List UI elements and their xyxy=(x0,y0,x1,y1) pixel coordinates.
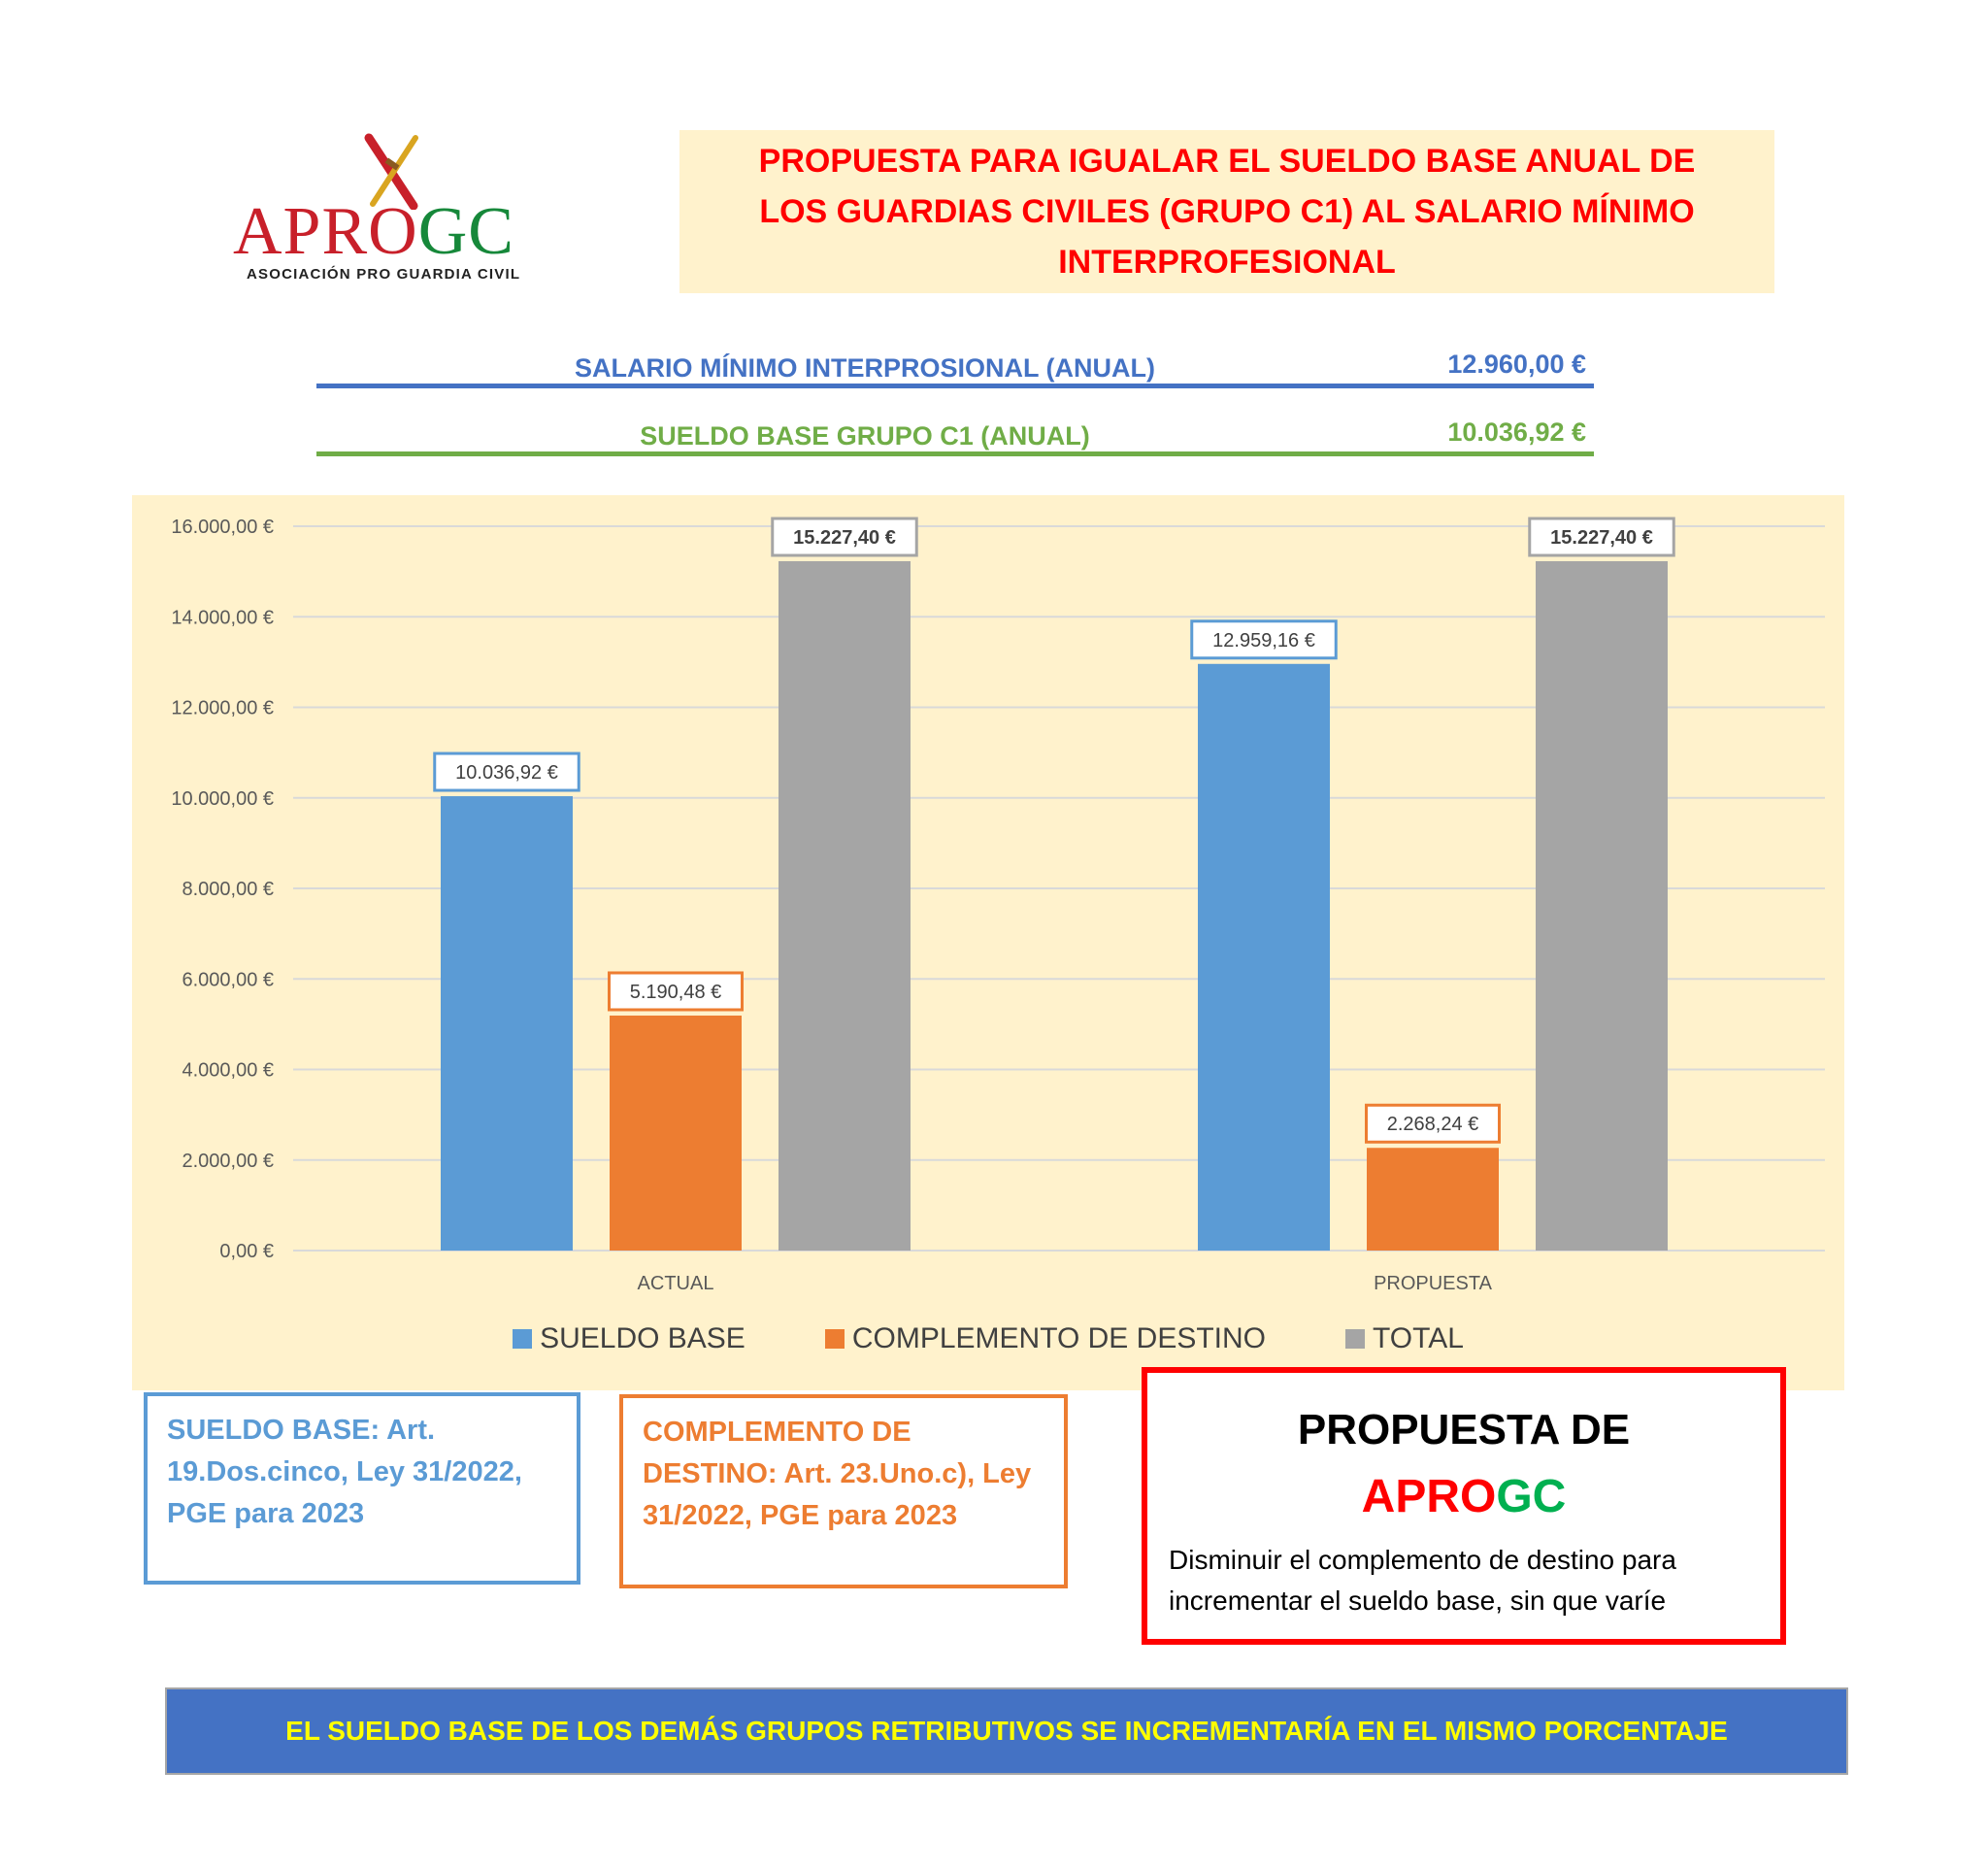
data-label: 15.227,40 € xyxy=(793,527,896,549)
legend-item-complemento: COMPLEMENTO DE DESTINO xyxy=(824,1322,1266,1355)
proposal-title: PROPUESTA DE xyxy=(1297,1406,1631,1453)
x-category-label: ACTUAL xyxy=(638,1273,714,1294)
bar xyxy=(441,796,573,1251)
y-tick-label: 14.000,00 € xyxy=(171,607,274,628)
bar xyxy=(779,561,911,1251)
legend-item-sueldo-base: SUELDO BASE xyxy=(513,1322,746,1355)
aprogc-logo: APROGC ASOCIACIÓN PRO GUARDIA CIVIL xyxy=(233,132,563,287)
data-label-box xyxy=(1528,517,1675,557)
data-label-box xyxy=(433,751,580,792)
page-title: PROPUESTA PARA IGUALAR EL SUELDO BASE AN… xyxy=(758,143,1696,281)
bar-chart: 0,00 € 2.000,00 € 4.000,00 € 6.000,00 € 8.00… xyxy=(132,495,1844,1390)
y-tick-label: 4.000,00 € xyxy=(182,1060,274,1082)
legend-swatch xyxy=(824,1329,845,1349)
y-tick-label: 8.000,00 € xyxy=(182,879,274,900)
sueldo-base-row: SUELDO BASE GRUPO C1 (ANUAL) 10.036,92 € xyxy=(316,417,1594,456)
sueldo-base-label: SUELDO BASE GRUPO C1 (ANUAL) xyxy=(640,421,1090,451)
legend-label: COMPLEMENTO DE DESTINO xyxy=(851,1322,1266,1354)
data-label: 12.959,16 € xyxy=(1212,630,1315,651)
y-tick-label: 6.000,00 € xyxy=(182,969,274,990)
proposal-box: PROPUESTA DE APROGC Disminuir el complem… xyxy=(1142,1367,1786,1645)
banner-text: EL SUELDO BASE DE LOS DEMÁS GRUPOS RETRI… xyxy=(285,1716,1728,1746)
sueldo-base-underline xyxy=(316,451,1594,456)
y-tick-label: 12.000,00 € xyxy=(171,698,274,719)
chart-legend: SUELDO BASE COMPLEMENTO DE DESTINO TOTAL xyxy=(132,1322,1844,1355)
legend-item-total: TOTAL xyxy=(1345,1322,1464,1355)
data-label-box xyxy=(608,971,744,1012)
sueldo-base-value: 10.036,92 € xyxy=(1447,417,1586,447)
legend-swatch xyxy=(1345,1329,1365,1349)
y-tick-label: 16.000,00 € xyxy=(171,517,274,538)
data-label-box xyxy=(1365,1103,1501,1144)
data-label-box xyxy=(1190,619,1338,660)
legend-label: SUELDO BASE xyxy=(540,1322,746,1354)
proposal-description: Disminuir el complemento de destino para… xyxy=(1169,1545,1676,1616)
logo-wordmark: APROGC xyxy=(233,194,514,269)
bar xyxy=(1367,1148,1499,1251)
proposal-brand: APROGC xyxy=(1361,1471,1567,1522)
data-label: 10.036,92 € xyxy=(455,762,558,784)
sueldo-base-note: SUELDO BASE: Art. 19.Dos.cinco, Ley 31/2… xyxy=(144,1392,580,1585)
smi-value: 12.960,00 € xyxy=(1447,350,1586,379)
smi-row: SALARIO MÍNIMO INTERPROSIONAL (ANUAL) 12… xyxy=(316,350,1594,388)
bar xyxy=(1198,663,1330,1251)
smi-underline xyxy=(316,384,1594,388)
logo-subtitle: ASOCIACIÓN PRO GUARDIA CIVIL xyxy=(247,266,521,283)
x-category-label: PROPUESTA xyxy=(1374,1273,1493,1294)
title-box: PROPUESTA PARA IGUALAR EL SUELDO BASE AN… xyxy=(679,130,1774,293)
smi-label: SALARIO MÍNIMO INTERPROSIONAL (ANUAL) xyxy=(575,353,1155,383)
y-tick-label: 10.000,00 € xyxy=(171,788,274,810)
swords-emblem-icon xyxy=(364,133,418,210)
complemento-note: COMPLEMENTO DE DESTINO: Art. 23.Uno.c), … xyxy=(619,1394,1068,1588)
y-tick-label: 2.000,00 € xyxy=(182,1151,274,1172)
bar xyxy=(610,1015,742,1251)
chart-svg: 0,00 € 2.000,00 € 4.000,00 € 6.000,00 € 8.00… xyxy=(171,517,1825,1294)
legend-label: TOTAL xyxy=(1373,1322,1464,1354)
data-label: 5.190,48 € xyxy=(630,982,722,1003)
legend-swatch xyxy=(513,1329,533,1349)
bar xyxy=(1536,561,1668,1251)
data-label: 15.227,40 € xyxy=(1550,527,1653,549)
data-label-box xyxy=(771,517,918,557)
data-label: 2.268,24 € xyxy=(1387,1114,1479,1135)
y-tick-label: 0,00 € xyxy=(219,1241,274,1262)
bottom-banner: EL SUELDO BASE DE LOS DEMÁS GRUPOS RETRI… xyxy=(165,1687,1848,1775)
